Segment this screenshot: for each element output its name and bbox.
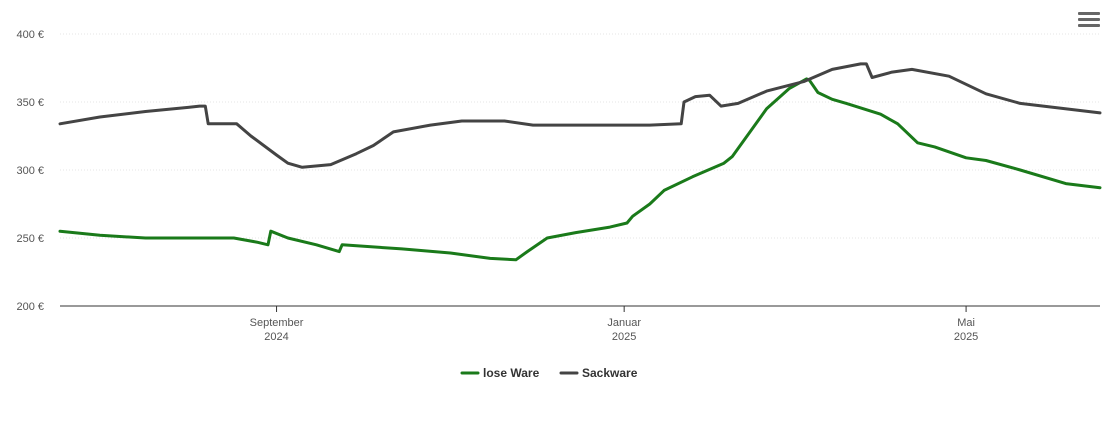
y-tick-label: 200 € (16, 301, 44, 313)
x-tick-label: 2025 (954, 331, 978, 343)
legend-label: lose Ware (483, 366, 540, 380)
series-line-2 (58, 62, 1102, 169)
x-tick-label: Mai (957, 317, 975, 329)
y-tick-label: 250 € (16, 233, 44, 245)
y-tick-label: 350 € (16, 97, 44, 109)
x-tick-label: September (250, 317, 304, 329)
x-tick-label: 2025 (612, 331, 636, 343)
series-line-1 (58, 77, 1102, 262)
y-tick-label: 400 € (16, 29, 44, 41)
x-tick-label: Januar (607, 317, 641, 329)
y-tick-label: 300 € (16, 165, 44, 177)
legend-label: Sackware (582, 366, 638, 380)
chart-menu-button[interactable] (1078, 12, 1100, 32)
hamburger-menu-icon (1078, 12, 1100, 15)
x-tick-label: 2024 (264, 331, 288, 343)
